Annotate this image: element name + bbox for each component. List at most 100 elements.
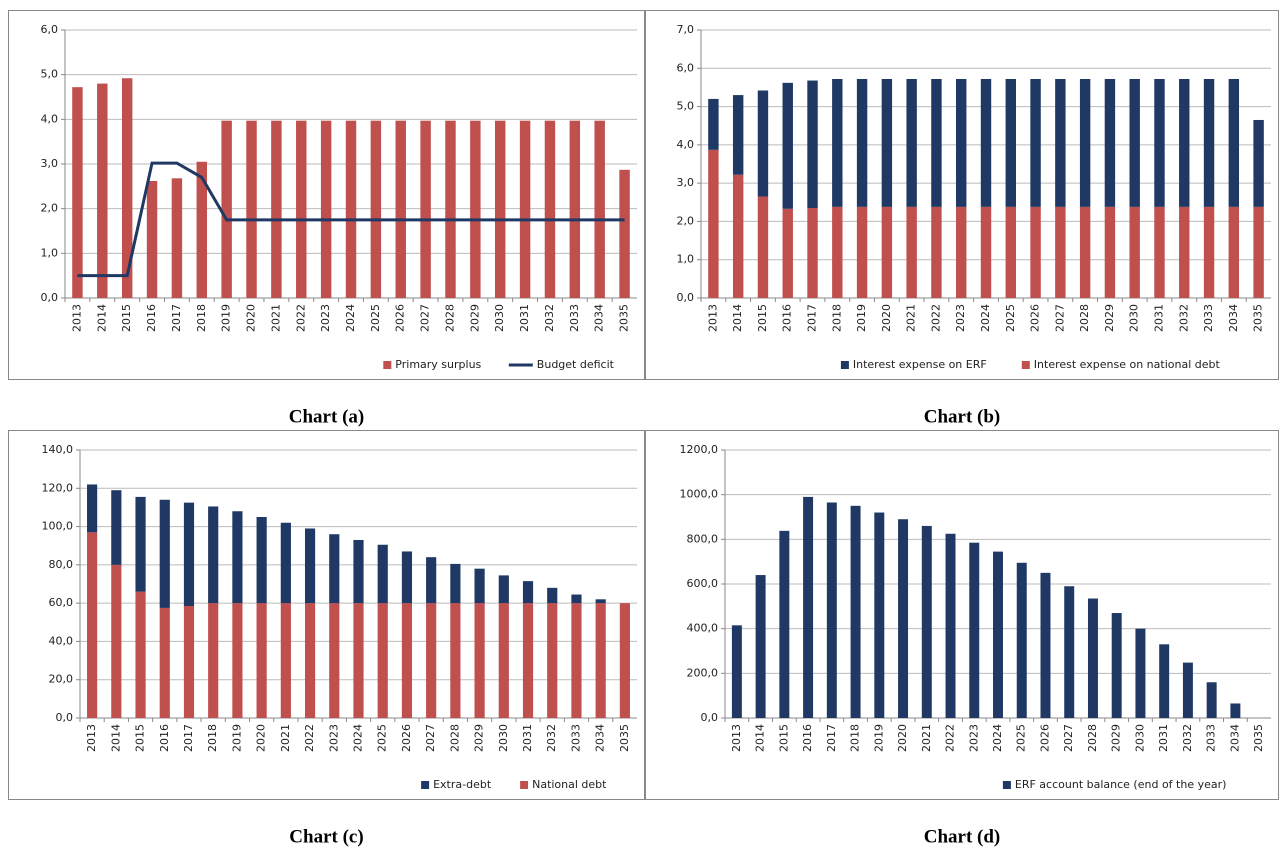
bar-segment: [757, 90, 769, 197]
bar: [969, 542, 980, 718]
bar: [420, 120, 431, 298]
x-tick-label: 2026: [394, 304, 407, 332]
bar-segment: [1253, 119, 1264, 207]
x-tick-label: 2025: [376, 724, 389, 752]
bar-segment: [87, 532, 98, 718]
bar-segment: [956, 206, 967, 298]
bar-segment: [757, 196, 769, 298]
bar: [945, 533, 956, 718]
x-tick-label: 2019: [855, 304, 868, 332]
bar: [171, 178, 183, 298]
x-tick-label: 2015: [134, 724, 147, 752]
x-tick-label: 2027: [419, 304, 432, 332]
bar: [370, 120, 382, 298]
bar-segment: [498, 603, 509, 718]
bar: [803, 496, 814, 718]
x-tick-label: 2020: [245, 304, 258, 332]
chart-caption: Chart (b): [924, 406, 1001, 427]
x-tick-label: 2029: [1103, 304, 1116, 332]
y-tick-label: 6,0: [677, 61, 695, 74]
bar-segment: [135, 591, 146, 718]
x-tick-label: 2029: [473, 724, 486, 752]
x-tick-label: 2022: [294, 304, 307, 332]
bar-segment: [1179, 79, 1190, 207]
x-tick-label: 2031: [518, 304, 531, 332]
bar-segment: [708, 98, 719, 150]
x-tick-label: 2027: [424, 724, 437, 752]
bar: [1064, 586, 1075, 718]
bar-segment: [232, 511, 243, 604]
x-tick-label: 2023: [327, 724, 340, 752]
x-tick-label: 2017: [182, 724, 195, 752]
x-tick-label: 2029: [1110, 724, 1123, 752]
legend-key: [1002, 781, 1011, 789]
bar-segment: [1055, 79, 1066, 207]
x-tick-label: 2031: [521, 724, 534, 752]
bar-segment: [807, 208, 818, 298]
legend-label: ERF account balance (end of the year): [1015, 778, 1227, 791]
bar-segment: [401, 603, 413, 718]
y-tick-label: 0,0: [677, 291, 695, 304]
x-tick-label: 2022: [929, 304, 942, 332]
x-tick-label: 2035: [1252, 304, 1265, 332]
x-tick-label: 2015: [120, 304, 133, 332]
x-tick-label: 2031: [1157, 724, 1170, 752]
x-tick-label: 2016: [801, 724, 814, 752]
x-tick-label: 2013: [85, 724, 98, 752]
bar: [320, 120, 332, 298]
x-tick-label: 2023: [954, 304, 967, 332]
bar-segment: [232, 603, 243, 718]
bar-segment: [1005, 79, 1016, 207]
x-tick-label: 2026: [1029, 304, 1042, 332]
bar-segment: [782, 82, 793, 209]
x-tick-label: 2021: [905, 304, 918, 332]
x-tick-label: 2013: [70, 304, 83, 332]
bar-segment: [450, 563, 461, 604]
x-tick-label: 2024: [344, 304, 357, 332]
bar: [146, 180, 158, 298]
bar-segment: [931, 206, 942, 298]
y-tick-label: 0,0: [701, 711, 719, 724]
x-tick-label: 2028: [448, 724, 461, 752]
legend-label: Extra-debt: [433, 778, 492, 791]
x-tick-label: 2027: [1062, 724, 1075, 752]
bar-segment: [401, 551, 413, 604]
x-tick-label: 2018: [849, 724, 862, 752]
bar: [1087, 598, 1098, 718]
bar: [779, 530, 790, 718]
bar: [619, 169, 630, 298]
x-tick-label: 2019: [230, 724, 243, 752]
bar: [1016, 562, 1027, 718]
y-tick-label: 1,0: [677, 253, 695, 266]
bar-segment: [1253, 206, 1264, 298]
legend-label: Interest expense on national debt: [1034, 358, 1221, 371]
x-tick-label: 2021: [279, 724, 292, 752]
x-tick-label: 2018: [195, 304, 208, 332]
legend-key: [1021, 361, 1030, 369]
bar-segment: [111, 564, 122, 718]
legend-key: [840, 361, 849, 369]
bar-segment: [571, 603, 582, 718]
bar-segment: [280, 603, 291, 718]
chart-frame: [645, 10, 1279, 380]
bar-segment: [906, 79, 917, 207]
bar-segment: [1104, 206, 1116, 298]
bar-segment: [1030, 79, 1041, 207]
x-tick-label: 2025: [1004, 304, 1017, 332]
y-tick-label: 5,0: [677, 100, 695, 113]
x-tick-label: 2025: [1015, 724, 1028, 752]
bar-segment: [1055, 206, 1066, 298]
x-tick-label: 2034: [1227, 304, 1240, 332]
bar: [72, 87, 83, 298]
x-tick-label: 2034: [1228, 724, 1241, 752]
bar: [395, 120, 406, 298]
chart-frame: [8, 430, 645, 800]
x-tick-label: 2020: [255, 724, 268, 752]
x-tick-label: 2027: [1053, 304, 1066, 332]
x-tick-label: 2019: [220, 304, 233, 332]
x-tick-label: 2030: [497, 724, 510, 752]
legend-label: Interest expense on ERF: [853, 358, 987, 371]
bar-segment: [208, 603, 219, 718]
